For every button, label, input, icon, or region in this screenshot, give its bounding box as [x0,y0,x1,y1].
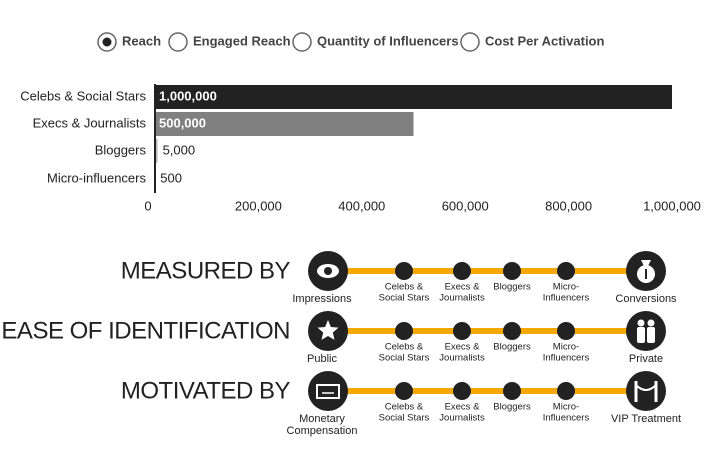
x-tick-label: 400,000 [338,198,385,213]
stage-dot [395,322,413,340]
stage-label: Journalists [439,293,485,304]
radio-option[interactable]: Quantity of Influencers [292,32,459,52]
x-tick-label: 600,000 [442,198,489,213]
stage-dot [453,322,471,340]
radio-label: Cost Per Activation [485,33,604,48]
x-tick-label: 1,000,000 [643,198,701,213]
bar [155,139,158,163]
stage-dot [557,322,575,340]
category-label: Bloggers [95,142,147,157]
right-label: Conversions [615,293,677,305]
stage-label: Bloggers [493,282,531,293]
category-label: Execs & Journalists [33,115,147,130]
stage-label: Influencers [543,293,590,304]
radio-option[interactable]: Reach [97,32,161,52]
icon-shape [635,384,657,391]
left-label: Impressions [292,293,352,305]
right-icon [626,311,666,351]
stage-dot [557,262,575,280]
diagram-row: EASE OF IDENTIFICATION Celebs &Social Sta… [1,311,666,365]
category-label: Micro-influencers [47,170,146,185]
stage-label: Social Stars [379,413,430,424]
stage-dot [453,262,471,280]
stage-label: Journalists [439,413,485,424]
bar [155,85,672,109]
icon-shape [637,327,645,343]
stage-label: Celebs & [385,342,424,353]
stage-label: Micro- [553,342,579,353]
stage-label: Micro- [553,282,579,293]
stage-label: Social Stars [379,293,430,304]
stage-dot [503,322,521,340]
icon-shape [641,260,651,266]
diagram-row: MOTIVATED BY Celebs &Social Stars Execs &J… [121,371,681,437]
diagram-row: MEASURED BY Celebs &Social Stars Execs &Jo… [121,251,677,305]
icon-shape [645,269,647,279]
x-tick-label: 200,000 [235,198,282,213]
radio-circle[interactable] [168,32,188,52]
right-label: VIP Treatment [611,413,681,425]
stage-label: Journalists [439,353,485,364]
stage-label: Influencers [543,353,590,364]
stage-dot [503,262,521,280]
radio-option[interactable]: Engaged Reach [168,32,291,52]
right-label: Private [629,353,663,365]
radio-label: Reach [122,33,161,48]
icon-shape [647,319,655,327]
stage-label: Bloggers [493,402,531,413]
icon-shape [324,267,332,275]
x-tick-label: 0 [144,198,151,213]
stage-label: Influencers [543,413,590,424]
radio-circle[interactable] [292,32,312,52]
stage-label: Execs & [445,282,481,293]
row-title: EASE OF IDENTIFICATION [1,317,290,344]
value-label: 5,000 [163,142,196,157]
stage-label: Execs & [445,342,481,353]
x-tick-label: 800,000 [545,198,592,213]
radio-dot [102,37,112,47]
category-label: Celebs & Social Stars [20,88,146,103]
stage-label: Social Stars [379,353,430,364]
value-label: 1,000,000 [159,88,217,103]
bar [155,112,414,136]
value-label: 500 [160,170,182,185]
radio-label: Engaged Reach [193,33,291,48]
stage-label: Celebs & [385,282,424,293]
left-label: Monetary [299,413,345,425]
icon-shape [317,320,339,340]
stage-label: Micro- [553,402,579,413]
stage-dot [503,382,521,400]
stage-dot [395,382,413,400]
left-label: Public [307,353,337,365]
icon-shape [637,319,645,327]
stage-dot [557,382,575,400]
radio-label: Quantity of Influencers [317,33,459,48]
row-title: MEASURED BY [121,257,291,284]
icon-shape [316,384,340,399]
stage-label: Execs & [445,402,481,413]
stage-dot [453,382,471,400]
left-label: Compensation [287,425,358,437]
left-icon [308,371,348,411]
stage-label: Celebs & [385,402,424,413]
row-title: MOTIVATED BY [121,377,291,404]
radio-option[interactable]: Cost Per Activation [460,32,604,52]
value-label: 500,000 [159,115,206,130]
radio-circle[interactable] [460,32,480,52]
stage-label: Bloggers [493,342,531,353]
icon-shape [647,327,655,343]
stage-dot [395,262,413,280]
